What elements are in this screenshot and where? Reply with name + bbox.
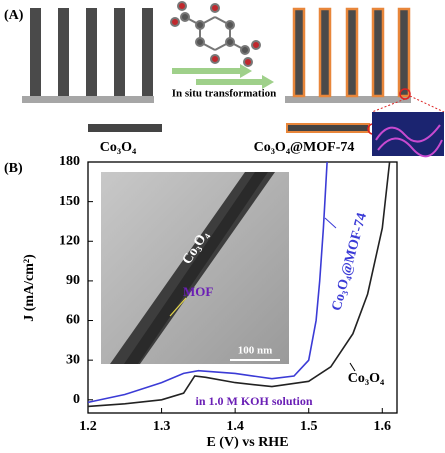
x-tick-label: 1.6 [374,419,392,434]
x-tick-label: 1.5 [300,419,318,434]
arrow [172,64,252,78]
arrow-text: In situ transformation [172,88,277,100]
panel-label: (A) [4,8,24,23]
coated-nanorods [294,9,409,96]
y-tick-label: 180 [59,154,80,169]
y-tick-label: 120 [59,233,80,248]
x-axis-title: E (V) vs RHE [206,435,288,450]
inset-label: 100 nm [238,345,273,357]
y-tick-label: 0 [73,392,80,407]
molecule [171,2,260,66]
rod-side [88,124,162,132]
x-tick-label: 1.2 [79,419,97,434]
series-label: Co₃O₄ [348,371,385,386]
series-label: Co₃O₄@MOF-74 [329,211,370,312]
caption: Co₃O₄ [100,140,137,155]
substrate [22,96,154,103]
label-pointer [325,218,336,228]
y-tick-label: 90 [66,273,80,288]
inset-label: MOF [183,284,213,299]
annotation: in 1.0 M KOH solution [195,394,312,408]
label-pointer [350,363,355,371]
panel-a: (A) Co₃O₄ In situ transformation [4,2,444,156]
y-tick-label: 30 [66,352,80,367]
caption: Co₃O₄@MOF-74 [254,140,355,155]
zoom-line [410,96,444,112]
panel-label: (B) [4,161,23,176]
y-tick-label: 150 [59,194,80,209]
figure: (A) Co₃O₄ In situ transformation [0,0,445,453]
rod-side [287,124,369,132]
nanorods [30,8,153,96]
y-tick-label: 60 [66,313,80,328]
x-tick-label: 1.3 [153,419,171,434]
y-axis-title: J (mA/cm²) [22,254,37,322]
x-tick-label: 1.4 [226,419,244,434]
